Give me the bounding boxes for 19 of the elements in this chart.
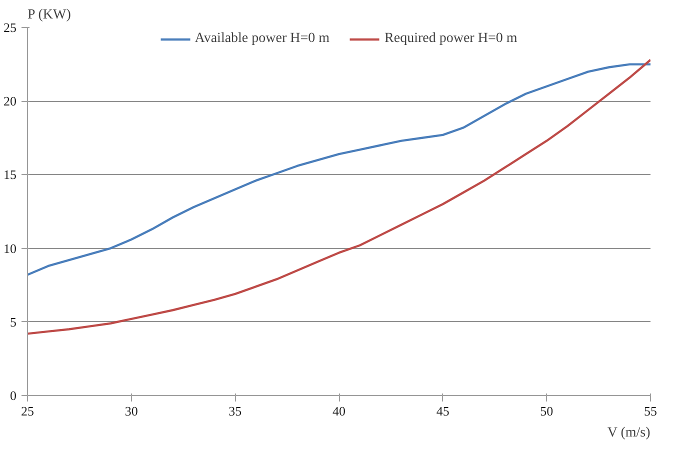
- x-tick-label: 55: [644, 404, 657, 418]
- x-tick-label: 35: [228, 404, 242, 418]
- legend-label: Available power H=0 m: [194, 31, 330, 47]
- line-series: [28, 63, 650, 276]
- y-tick-label: 15: [4, 167, 16, 182]
- y-tick-label: 20: [4, 94, 16, 109]
- x-tick-label: 40: [332, 404, 346, 418]
- line-series: [28, 58, 650, 335]
- x-tick-label: 50: [540, 404, 554, 418]
- y-tick-label: 10: [4, 240, 16, 256]
- y-axis-title: P (KW): [28, 8, 72, 22]
- legend-label: Required power H=0 m: [384, 31, 518, 47]
- x-tick-label: 30: [124, 404, 138, 418]
- x-axis-title: V (m/s): [607, 426, 651, 440]
- x-tick-label: 45: [436, 404, 450, 418]
- y-tick-label: 25: [4, 20, 16, 35]
- y-tick-label: 5: [10, 314, 16, 330]
- y-tick-label: 0: [10, 388, 16, 403]
- x-tick-label: 25: [21, 404, 34, 418]
